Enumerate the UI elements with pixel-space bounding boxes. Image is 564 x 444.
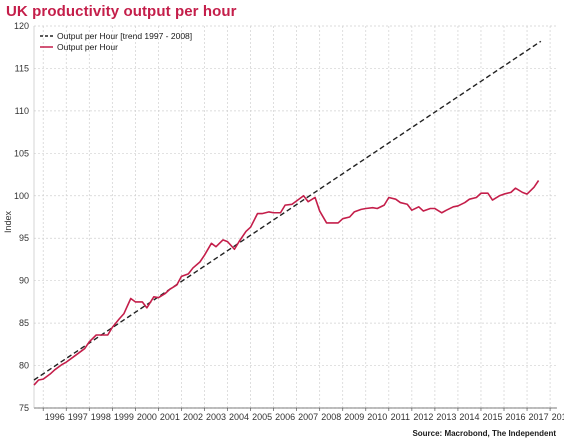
- y-tick-label: 75: [19, 403, 29, 413]
- x-tick-label: 2003: [206, 412, 226, 422]
- x-tick-label: 2000: [137, 412, 157, 422]
- x-tick-label: 2006: [275, 412, 295, 422]
- x-tick-label: 2017: [529, 412, 549, 422]
- y-tick-label: 120: [14, 21, 29, 31]
- x-tick-label: 2007: [298, 412, 318, 422]
- source-note: Source: Macrobond, The Independent: [412, 429, 556, 438]
- trend-line: [33, 40, 542, 381]
- axes: 75 80 85 90 95 100 105 110 115 120 1996 1997 1998 199…: [14, 21, 564, 422]
- x-tick-label: 2004: [229, 412, 249, 422]
- x-tick-label: 2010: [367, 412, 387, 422]
- series-lines: [33, 40, 542, 386]
- x-tick-label: 1997: [68, 412, 88, 422]
- x-tick-label: 2013: [436, 412, 456, 422]
- output-line: [33, 180, 540, 386]
- legend-label: Output per Hour: [57, 42, 118, 52]
- y-tick-label: 85: [19, 318, 29, 328]
- x-tick-label: 2012: [413, 412, 433, 422]
- legend-label: Output per Hour [trend 1997 - 2008]: [57, 31, 192, 41]
- x-tick-label: 1996: [45, 412, 65, 422]
- x-tick-label: 2008: [321, 412, 341, 422]
- y-tick-label: 105: [14, 148, 29, 158]
- legend: Output per Hour [trend 1997 - 2008]Outpu…: [40, 31, 192, 52]
- y-tick-label: 110: [15, 106, 29, 116]
- x-tick-label: 1999: [114, 412, 134, 422]
- y-tick-label: 95: [19, 233, 29, 243]
- chart-title: UK productivity output per hour: [6, 3, 237, 20]
- y-tick-label: 115: [15, 63, 29, 73]
- x-tick-label: 2009: [344, 412, 364, 422]
- x-tick-label: 2018: [552, 412, 564, 422]
- y-axis-label: Index: [3, 210, 13, 233]
- x-tick-label: 2011: [391, 412, 410, 422]
- x-tick-label: 2015: [482, 412, 502, 422]
- x-tick-label: 2002: [183, 412, 203, 422]
- y-tick-label: 90: [19, 276, 29, 286]
- y-tick-label: 80: [19, 361, 29, 371]
- x-tick-label: 2001: [160, 412, 180, 422]
- grid-lines: [34, 25, 557, 409]
- x-tick-label: 1998: [91, 412, 111, 422]
- x-tick-label: 2016: [506, 412, 526, 422]
- y-tick-label: 100: [14, 191, 29, 201]
- x-tick-label: 2014: [459, 412, 479, 422]
- x-tick-label: 2005: [252, 412, 272, 422]
